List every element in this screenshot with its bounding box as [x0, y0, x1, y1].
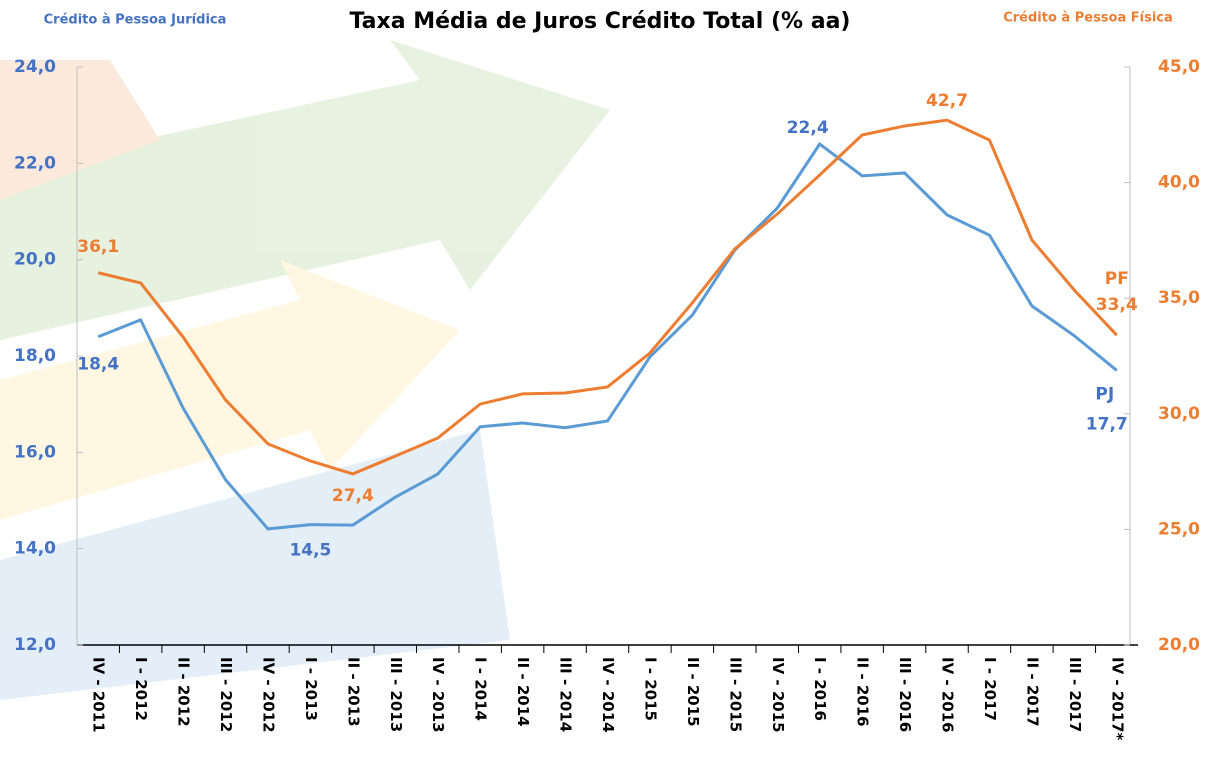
data-label: 14,5: [289, 541, 331, 561]
x-tick-label: I - 2012: [132, 657, 150, 721]
x-tick-label: IV - 2011: [90, 657, 108, 733]
y-tick-label: 22,0: [14, 153, 56, 173]
background-arrows: [0, 40, 610, 700]
data-label: 17,7: [1086, 414, 1128, 434]
x-tick-label: II - 2012: [175, 657, 193, 727]
data-label: 36,1: [77, 237, 119, 257]
x-tick-label: I - 2017: [981, 657, 999, 721]
y2-tick-label: 20,0: [1158, 635, 1200, 655]
x-tick-label: II - 2015: [684, 657, 702, 727]
y2-axis-label: Crédito à Pessoa Física: [1003, 11, 1173, 26]
x-tick-label: I - 2014: [472, 657, 490, 721]
y-tick-label: 20,0: [14, 250, 56, 270]
series-line: [97, 141, 1118, 531]
y2-tick-label: 40,0: [1158, 173, 1200, 193]
x-tick-label: I - 2013: [302, 657, 320, 721]
x-tick-label: III - 2015: [726, 657, 744, 732]
x-tick-label: IV - 2015: [769, 657, 787, 733]
x-tick-label: IV - 2017*: [1108, 657, 1126, 741]
y-tick-label: 14,0: [14, 539, 56, 559]
x-tick-label: II - 2014: [514, 657, 532, 727]
x-tick-label: III - 2016: [896, 657, 914, 732]
x-tick-label: IV - 2012: [259, 657, 277, 733]
y2-tick-label: 30,0: [1158, 404, 1200, 424]
x-tick-label: I - 2015: [641, 657, 659, 721]
y-tick-label: 24,0: [14, 57, 56, 77]
x-tick-label: IV - 2013: [429, 657, 447, 733]
data-label: 33,4: [1096, 295, 1138, 315]
x-tick-label: III - 2013: [387, 657, 405, 732]
x-tick-label: III - 2017: [1066, 657, 1084, 732]
x-tick-label: III - 2012: [217, 657, 235, 732]
y-tick-label: 16,0: [14, 442, 56, 462]
series-name: PF: [1105, 269, 1129, 289]
y-axis-label: Crédito à Pessoa Jurídica: [44, 13, 227, 28]
series-line: [97, 118, 1118, 476]
x-tick-label: IV - 2014: [599, 657, 617, 733]
x-tick-label: II - 2016: [854, 657, 872, 727]
y2-tick-label: 35,0: [1158, 288, 1200, 308]
x-tick-label: II - 2013: [344, 657, 362, 727]
x-tick-label: II - 2017: [1023, 657, 1041, 727]
y2-tick-label: 45,0: [1158, 57, 1200, 77]
data-label: 42,7: [926, 91, 968, 111]
y2-tick-label: 25,0: [1158, 519, 1200, 539]
x-tick-label: III - 2014: [557, 657, 575, 732]
chart-title: Taxa Média de Juros Crédito Total (% aa): [350, 9, 851, 34]
data-label: 22,4: [787, 118, 829, 138]
x-tick-label: I - 2016: [811, 657, 829, 721]
data-label: 27,4: [332, 486, 374, 506]
series-name: PJ: [1095, 384, 1114, 404]
y-tick-label: 18,0: [14, 346, 56, 366]
y-tick-label: 12,0: [14, 635, 56, 655]
x-tick-label: IV - 2016: [939, 657, 957, 733]
data-label: 18,4: [77, 355, 119, 375]
